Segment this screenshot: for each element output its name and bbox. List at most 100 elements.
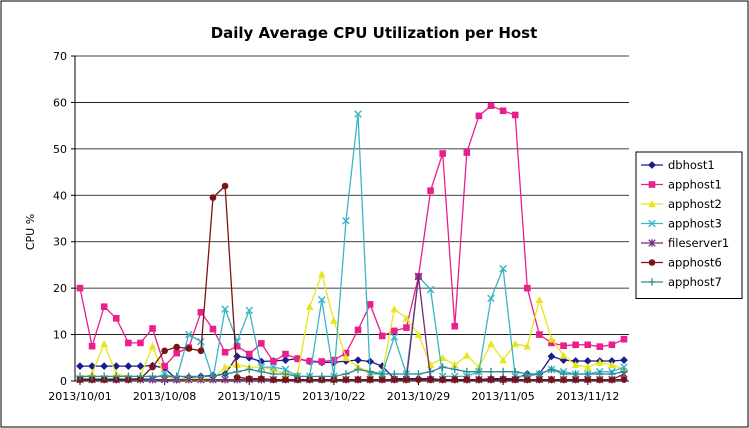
data-point-marker: [161, 362, 168, 370]
data-point-marker: [391, 376, 398, 383]
data-point-marker: [450, 365, 459, 374]
data-point-marker: [402, 314, 411, 322]
data-point-marker: [499, 376, 507, 383]
data-point-marker: [221, 363, 229, 371]
data-point-marker: [608, 341, 616, 349]
data-point-marker: [414, 370, 423, 378]
data-point-marker: [149, 363, 156, 371]
series-apphost6: [76, 182, 628, 383]
data-point-marker: [511, 111, 519, 119]
data-point-marker: [330, 356, 338, 364]
data-point-marker: [648, 239, 656, 247]
data-point-marker: [438, 363, 447, 371]
data-point-marker: [112, 372, 121, 381]
x-tick-label: 2013/10/01: [48, 390, 111, 403]
data-point-marker: [366, 367, 374, 376]
data-point-marker: [233, 373, 241, 381]
data-point-marker: [197, 337, 205, 346]
data-point-marker: [282, 350, 289, 358]
data-point-marker: [583, 357, 592, 365]
data-point-marker: [584, 341, 592, 349]
data-point-marker: [281, 356, 290, 365]
data-point-marker: [378, 370, 387, 378]
data-point-marker: [330, 372, 338, 381]
legend-label: apphost6: [668, 256, 722, 270]
data-point-marker: [403, 324, 410, 331]
data-point-marker: [317, 295, 326, 304]
legend-label: apphost7: [668, 275, 722, 289]
data-point-marker: [511, 340, 519, 348]
data-point-marker: [269, 363, 278, 371]
data-point-marker: [571, 360, 580, 369]
data-point-marker: [620, 376, 628, 383]
data-point-marker: [354, 326, 362, 334]
data-point-marker: [548, 339, 555, 347]
data-point-marker: [390, 370, 399, 378]
data-point-marker: [390, 333, 399, 341]
data-point-marker: [221, 305, 229, 313]
legend-item-apphost2: apphost2: [641, 197, 722, 211]
data-point-marker: [88, 372, 96, 381]
data-point-marker: [125, 339, 132, 347]
data-point-marker: [76, 284, 84, 292]
data-point-marker: [245, 350, 253, 358]
data-point-marker: [245, 365, 254, 374]
series-line: [79, 273, 625, 380]
legend-item-apphost7: apphost7: [641, 275, 722, 289]
legend-label: dbhost1: [668, 158, 715, 172]
data-point-marker: [209, 194, 217, 201]
data-point-marker: [402, 370, 411, 378]
data-point-marker: [427, 376, 434, 383]
data-point-marker: [282, 376, 289, 383]
legend-item-dbhost1: dbhost1: [641, 158, 715, 172]
data-point-marker: [160, 372, 169, 381]
data-point-marker: [233, 367, 241, 376]
data-point-marker: [378, 376, 386, 383]
data-point-marker: [221, 348, 229, 356]
data-point-marker: [305, 302, 314, 311]
data-point-marker: [523, 370, 532, 378]
y-tick-label: 30: [53, 236, 67, 249]
data-point-marker: [257, 363, 266, 371]
data-point-marker: [414, 272, 423, 281]
data-point-marker: [173, 343, 181, 351]
data-point-marker: [648, 278, 656, 286]
x-tick-label: 2013/10/22: [302, 390, 365, 403]
y-tick-label: 70: [53, 50, 67, 63]
data-point-marker: [100, 303, 108, 311]
data-point-marker: [149, 325, 156, 332]
data-point-marker: [414, 330, 423, 338]
data-point-marker: [463, 351, 471, 359]
legend-item-fileserver1: fileserver1: [641, 236, 729, 250]
x-tick-label: 2013/10/15: [218, 390, 281, 403]
x-tick-label: 2013/11/12: [556, 390, 619, 403]
data-point-marker: [439, 376, 446, 383]
data-point-marker: [76, 372, 84, 381]
data-point-marker: [270, 376, 277, 383]
data-point-marker: [475, 376, 483, 383]
data-point-marker: [366, 376, 374, 383]
data-point-marker: [560, 342, 567, 350]
data-point-marker: [608, 376, 616, 383]
legend-item-apphost6: apphost6: [641, 256, 722, 270]
data-point-marker: [584, 376, 592, 383]
series-apphost7: [76, 363, 628, 381]
data-point-marker: [221, 370, 229, 378]
data-point-marker: [281, 365, 290, 374]
data-point-marker: [172, 372, 181, 381]
data-point-marker: [536, 331, 543, 338]
data-point-marker: [487, 367, 495, 376]
data-point-marker: [305, 372, 314, 381]
data-point-marker: [487, 340, 495, 348]
legend-item-apphost1: apphost1: [641, 178, 722, 192]
data-point-marker: [487, 102, 495, 109]
data-point-marker: [270, 358, 277, 365]
data-point-marker: [233, 342, 241, 350]
data-point-marker: [342, 370, 350, 378]
data-point-marker: [648, 219, 656, 228]
data-point-marker: [475, 112, 483, 120]
data-point-marker: [354, 110, 362, 118]
data-point-marker: [294, 355, 301, 363]
data-point-marker: [648, 161, 656, 169]
data-point-marker: [88, 342, 96, 350]
